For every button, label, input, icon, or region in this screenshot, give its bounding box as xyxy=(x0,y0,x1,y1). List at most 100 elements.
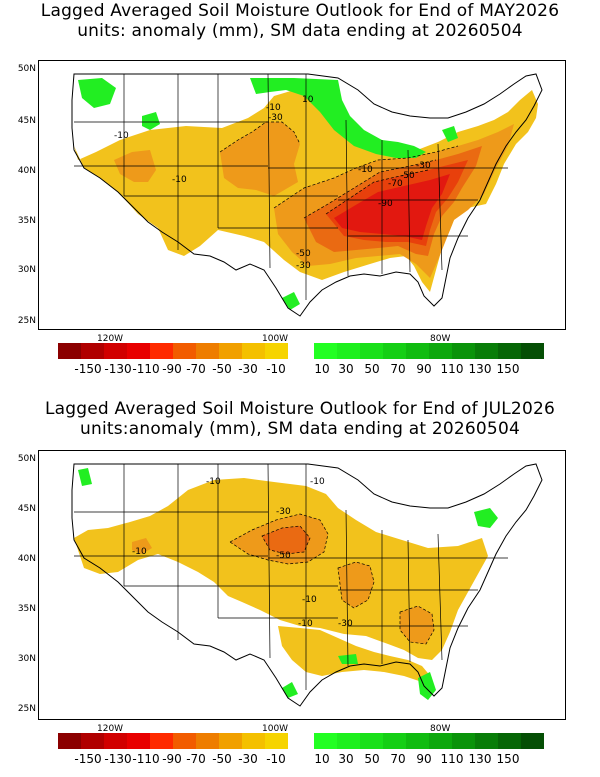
colorbar-tick-label: 30 xyxy=(338,752,354,766)
colorbar-tick-label: -130 xyxy=(104,752,132,766)
map1-wet-region-northwest xyxy=(78,78,116,108)
colorbar-swatch-negative xyxy=(127,733,150,749)
map2-wet-region-maine xyxy=(474,508,498,528)
colorbar-tick-label: -110 xyxy=(132,752,160,766)
colorbar-swatch-positive xyxy=(337,343,360,359)
colorbar-tick-label: -50 xyxy=(212,362,232,376)
map2-dry-30-50-region-west xyxy=(132,538,152,554)
map2-lat-label: 40N xyxy=(17,554,36,564)
map1-contour-label: -30 xyxy=(268,113,283,123)
map1-contour-label: -90 xyxy=(378,199,393,209)
map2-lat-label: 45N xyxy=(17,504,36,514)
map2-dry-10-30-region-south xyxy=(278,626,432,682)
colorbar-swatch-positive xyxy=(383,343,406,359)
colorbar-swatch-positive xyxy=(498,733,521,749)
colorbar-swatch-positive xyxy=(406,343,429,359)
map2-us-outline xyxy=(71,463,543,707)
colorbar-tick-label: -90 xyxy=(162,752,182,766)
map2-colorbar: -150 -130 -110 -90 -70 -50 -30 -10 10 30 50 70 90 110… xyxy=(0,733,600,766)
map1-lon-label: 80W xyxy=(430,334,451,344)
colorbar-tick-label: 110 xyxy=(440,362,464,376)
colorbar-tick-label: -110 xyxy=(132,362,160,376)
colorbar-tick-label: 110 xyxy=(440,752,464,766)
map2-state-borders xyxy=(74,463,508,690)
colorbar-swatch-positive xyxy=(475,343,498,359)
map1-contour-label: -70 xyxy=(388,179,403,189)
colorbar-tick-label: 30 xyxy=(338,362,354,376)
map2-lat-label: 25N xyxy=(17,704,36,714)
colorbar-tick-label: -10 xyxy=(266,752,286,766)
colorbar-swatch-positive xyxy=(406,733,429,749)
colorbar-swatch-negative xyxy=(219,343,242,359)
colorbar-tick-label: 10 xyxy=(314,362,330,376)
map2-dry-30-50-region-southeast xyxy=(400,606,434,644)
map2-title-line1: Lagged Averaged Soil Moisture Outlook fo… xyxy=(44,399,555,419)
colorbar-tick-label: 70 xyxy=(390,362,406,376)
map2-lon-label: 100W xyxy=(262,724,289,734)
colorbar-tick-label: 150 xyxy=(496,752,520,766)
colorbar-swatch-negative xyxy=(150,733,173,749)
colorbar-swatch-negative xyxy=(173,343,196,359)
map1-contour-label: -10 xyxy=(266,103,281,113)
map2-lon-label: 80W xyxy=(430,724,451,734)
map1-lon-label: 100W xyxy=(262,334,289,344)
colorbar-swatch-negative xyxy=(81,733,104,749)
colorbar-swatch-positive xyxy=(360,343,383,359)
colorbar-swatch-negative xyxy=(173,733,196,749)
map1-colorbar-labels: -150 -130 -110 -90 -70 -50 -30 -10 10 30 50 70 90 110… xyxy=(0,362,600,376)
colorbar-swatch-positive xyxy=(452,343,475,359)
colorbar-swatch-negative xyxy=(127,343,150,359)
colorbar-swatch-positive xyxy=(337,733,360,749)
colorbar-tick-label: -30 xyxy=(238,362,258,376)
colorbar-tick-label: -70 xyxy=(186,362,206,376)
colorbar-swatch-negative xyxy=(150,343,173,359)
map1-wet-region-texas xyxy=(282,292,300,310)
colorbar-tick-label: 130 xyxy=(468,362,492,376)
map1-colorbar-positive xyxy=(314,343,544,359)
colorbar-tick-label: 50 xyxy=(364,752,380,766)
colorbar-tick-label: -30 xyxy=(238,752,258,766)
colorbar-tick-label: -130 xyxy=(104,362,132,376)
map1-lon-label: 120W xyxy=(97,334,124,344)
map1-lat-label: 45N xyxy=(17,116,36,126)
colorbar-swatch-negative xyxy=(242,343,265,359)
colorbar-tick-label: -150 xyxy=(74,362,102,376)
map2-lon-label: 120W xyxy=(97,724,124,734)
map1-colorbar: -150 -130 -110 -90 -70 -50 -30 -10 10 30 50 70 90 110… xyxy=(0,343,600,376)
map2-canvas: -10 -10 -30 -50 -10 -10 -10 -30 xyxy=(38,450,566,720)
colorbar-tick-label: -90 xyxy=(162,362,182,376)
map2-panel: 50N 45N 40N 35N 30N 25N -10 -10 -30 -50 … xyxy=(0,446,600,746)
colorbar-swatch-negative xyxy=(219,733,242,749)
map2-title-line2: units:anomaly (mm), SM data ending at 20… xyxy=(80,419,520,439)
map1-contour-label: -10 xyxy=(358,165,373,175)
map1-title-line2: units: anomaly (mm), SM data ending at 2… xyxy=(77,21,523,41)
colorbar-swatch-positive xyxy=(314,733,337,749)
colorbar-swatch-negative xyxy=(265,343,288,359)
map2-lat-label: 50N xyxy=(17,454,36,464)
map1-colorbar-negative xyxy=(58,343,288,359)
map1-lat-label: 25N xyxy=(17,316,36,326)
colorbar-swatch-negative xyxy=(265,733,288,749)
colorbar-swatch-positive xyxy=(452,733,475,749)
map1-contour-label: -10 xyxy=(114,131,129,141)
colorbar-swatch-positive xyxy=(383,733,406,749)
map1-us-outline xyxy=(71,73,543,317)
map1-lat-label: 35N xyxy=(17,216,36,226)
colorbar-tick-label: 150 xyxy=(496,362,520,376)
map1-contour-label: -50 xyxy=(296,249,311,259)
colorbar-swatch-negative xyxy=(58,733,81,749)
colorbar-swatch-positive xyxy=(429,733,452,749)
map1-wet-region-idaho xyxy=(142,112,160,130)
colorbar-swatch-negative xyxy=(81,343,104,359)
map1-contour-label: -30 xyxy=(296,261,311,271)
map1-panel: 50N 45N 40N 35N 30N 25N -10 -10 -10 -30 … xyxy=(0,58,600,358)
map2-contour-label: -30 xyxy=(276,507,291,517)
colorbar-tick-label: -70 xyxy=(186,752,206,766)
map1-contour-label: -10 xyxy=(172,175,187,185)
map2-lat-label: 35N xyxy=(17,604,36,614)
map2-lat-label: 30N xyxy=(17,654,36,664)
map2-colorbar-labels: -150 -130 -110 -90 -70 -50 -30 -10 10 30 50 70 90 110… xyxy=(0,752,600,766)
map2-contour-label: -10 xyxy=(206,477,221,487)
map2-contour-label: -10 xyxy=(310,477,325,487)
map1-canvas: -10 -10 -10 -30 -10 -30 -50 -70 -90 -50 … xyxy=(38,60,566,330)
